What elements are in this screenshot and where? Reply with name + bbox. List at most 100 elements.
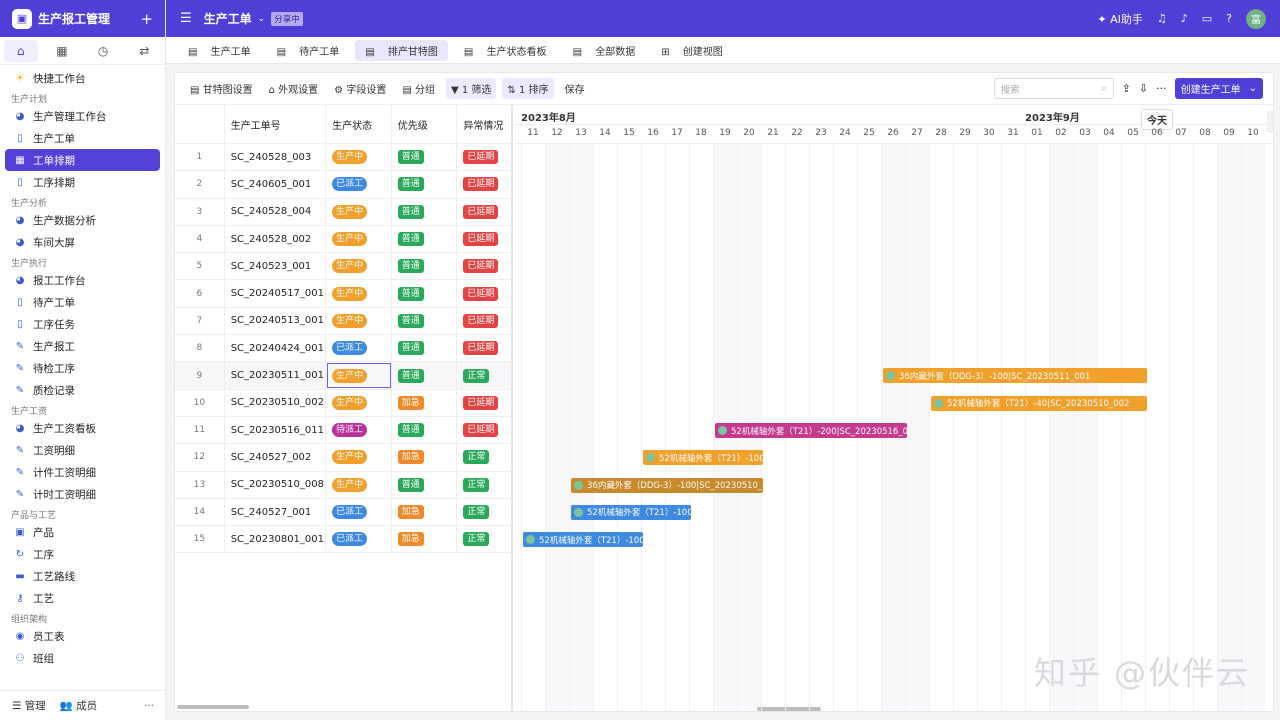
sidebar-item[interactable]: ◕ 车间大屏 xyxy=(5,231,160,253)
members-button[interactable]: 👥 成员 xyxy=(59,700,98,712)
more-icon[interactable]: ··· xyxy=(1156,82,1167,95)
status-cell[interactable]: 生产中 xyxy=(326,444,392,471)
exception-cell[interactable]: 已延期 xyxy=(457,144,511,170)
status-cell[interactable]: 生产中 xyxy=(326,225,392,253)
today-button[interactable]: 今天 xyxy=(1141,109,1173,130)
table-row[interactable]: 14 SC_240527_001 已派工 加急 正常 xyxy=(175,498,511,527)
more-icon[interactable]: ··· xyxy=(143,699,154,712)
exception-cell[interactable]: 正常 xyxy=(457,362,511,388)
order-number[interactable]: SC_240523_001 xyxy=(225,253,327,280)
add-icon[interactable]: + xyxy=(140,9,153,28)
search-icon[interactable]: ⌕ xyxy=(1101,83,1107,94)
exception-cell[interactable]: 已延期 xyxy=(457,308,511,334)
order-number[interactable]: SC_20240424_001 xyxy=(225,335,327,362)
order-number[interactable]: SC_240528_003 xyxy=(225,144,327,171)
priority-cell[interactable]: 普通 xyxy=(392,362,458,389)
gantt-settings-button[interactable]: ▤ 甘特图设置 xyxy=(190,85,253,96)
sidebar-item[interactable]: ✎ 生产报工 xyxy=(5,335,160,357)
download-icon[interactable]: ⇩ xyxy=(1138,82,1149,95)
avatar[interactable]: 富 xyxy=(1246,8,1266,29)
order-number[interactable]: SC_20230510_008 xyxy=(225,471,327,498)
col-header[interactable]: 优先级 xyxy=(392,105,458,143)
priority-cell[interactable]: 普通 xyxy=(392,471,458,498)
priority-cell[interactable]: 加急 xyxy=(392,526,458,553)
gantt-bar[interactable]: 52机械轴外套（T21）-40|SC_20230510_002 xyxy=(931,395,1147,411)
exception-cell[interactable]: 已延期 xyxy=(457,226,511,252)
table-row[interactable]: 7 SC_20240513_001 生产中 普通 已延期 xyxy=(175,307,511,336)
group-button[interactable]: ▤ 分组 xyxy=(402,85,435,96)
exception-cell[interactable]: 已延期 xyxy=(457,171,511,197)
sidebar-item[interactable]: ◕ 生产管理工作台 xyxy=(5,105,160,127)
sidebar-item[interactable]: ◉ 员工表 xyxy=(5,625,160,647)
view-tab[interactable]: ▤ 全部数据 xyxy=(563,40,646,61)
bell-icon[interactable]: ♪ xyxy=(1180,12,1188,25)
priority-cell[interactable]: 加急 xyxy=(392,498,458,526)
priority-cell[interactable]: 普通 xyxy=(392,416,458,444)
sidebar-item[interactable]: ▯ 工序排期 xyxy=(5,171,160,193)
priority-cell[interactable]: 普通 xyxy=(392,253,458,280)
inbox-icon[interactable]: ▭ xyxy=(1201,12,1213,25)
fields-button[interactable]: ⚙ 字段设置 xyxy=(334,85,387,96)
table-row[interactable]: 3 SC_240528_004 生产中 普通 已延期 xyxy=(175,198,511,226)
priority-cell[interactable]: 普通 xyxy=(392,280,458,307)
table-row[interactable]: 4 SC_240528_002 生产中 普通 已延期 xyxy=(175,225,511,254)
status-cell[interactable]: 待派工 xyxy=(326,416,392,444)
order-number[interactable]: SC_240528_002 xyxy=(225,225,327,253)
gantt-bar[interactable]: 52机械轴外套（T21）-100|SC_20230801_001 xyxy=(523,532,643,548)
priority-cell[interactable]: 普通 xyxy=(392,171,458,198)
status-cell[interactable]: 生产中 xyxy=(326,471,392,498)
table-row[interactable]: 13 SC_20230510_008 生产中 普通 正常 xyxy=(175,471,511,499)
col-header[interactable]: 生产工单号 xyxy=(225,105,327,143)
gantt-bar[interactable]: 52机械轴外套（T21）-100|SC_240527_002 xyxy=(643,450,763,466)
sidebar-item[interactable]: ✎ 工资明细 xyxy=(5,439,160,461)
ai-assistant-button[interactable]: ✦ AI助手 xyxy=(1097,12,1143,26)
sidebar-item[interactable]: ▯ 生产工单 xyxy=(5,127,160,149)
status-cell[interactable]: 生产中 xyxy=(326,144,392,171)
sort-button[interactable]: ⇅ 1 排序 xyxy=(502,78,554,99)
table-row[interactable]: 15 SC_20230801_001 已派工 加急 正常 xyxy=(175,526,511,554)
sidebar-item[interactable]: ▬ 工艺路线 xyxy=(5,565,160,587)
table-row[interactable]: 9 SC_20230511_001 生产中 普通 正常 xyxy=(175,362,511,390)
sidebar-item[interactable]: ✎ 待检工序 xyxy=(5,357,160,379)
priority-cell[interactable]: 加急 xyxy=(392,389,458,416)
page-title[interactable]: 生产工单 xyxy=(203,12,252,26)
exception-cell[interactable]: 已延期 xyxy=(457,280,511,306)
menu-icon[interactable]: ☰ xyxy=(180,11,192,26)
sidebar-item[interactable]: ↻ 工序 xyxy=(5,543,160,565)
exception-cell[interactable]: 已延期 xyxy=(457,253,511,279)
filter-button[interactable]: ▼ 1 筛选 xyxy=(445,78,497,99)
scale-option[interactable]: 年 xyxy=(1267,111,1273,130)
chevron-down-icon[interactable]: ⌄ xyxy=(1248,83,1257,94)
order-number[interactable]: SC_240528_004 xyxy=(225,198,327,225)
table-row[interactable]: 11 SC_20230516_011 待派工 普通 已延期 xyxy=(175,416,511,445)
sidebar-item[interactable]: ▯ 工序任务 xyxy=(5,313,160,335)
priority-cell[interactable]: 普通 xyxy=(392,225,458,253)
table-row[interactable]: 10 SC_20230510_002 生产中 加急 已延期 xyxy=(175,389,511,417)
status-cell[interactable]: 已派工 xyxy=(326,526,392,553)
order-number[interactable]: SC_20230511_001 xyxy=(225,362,327,389)
exception-cell[interactable]: 已延期 xyxy=(457,335,511,361)
exception-cell[interactable]: 正常 xyxy=(457,526,511,552)
gantt-bar[interactable]: 36内藏外套（DDG-3）-100|SC_20230511_001 xyxy=(883,368,1147,384)
flow-icon[interactable]: ⇄ xyxy=(139,43,150,58)
headset-icon[interactable]: ♫ xyxy=(1156,12,1167,25)
exception-cell[interactable]: 正常 xyxy=(457,499,511,525)
create-order-button[interactable]: 创建生产工单 ⌄ xyxy=(1174,78,1263,99)
table-row[interactable]: 6 SC_20240517_001 生产中 普通 已延期 xyxy=(175,280,511,308)
horizontal-scrollbar[interactable] xyxy=(757,707,821,711)
upload-icon[interactable]: ⇪ xyxy=(1121,82,1131,95)
status-cell[interactable]: 生产中 xyxy=(326,253,392,280)
view-tab[interactable]: ▤ 排产甘特图 xyxy=(355,39,448,61)
help-icon[interactable]: ? xyxy=(1226,12,1232,25)
order-number[interactable]: SC_20230801_001 xyxy=(225,526,327,553)
table-row[interactable]: 2 SC_240605_001 已派工 普通 已延期 xyxy=(175,171,511,199)
gantt-bar[interactable]: 36内藏外套（DDG-3）-100|SC_20230510_008 xyxy=(571,477,763,493)
table-icon[interactable]: ▦ xyxy=(56,43,68,58)
sidebar-item[interactable]: ✎ 质检记录 xyxy=(5,379,160,401)
priority-cell[interactable]: 加急 xyxy=(392,444,458,471)
order-number[interactable]: SC_240527_002 xyxy=(225,444,327,471)
sidebar-item[interactable]: ◕ 报工工作台 xyxy=(5,269,160,291)
sidebar-item[interactable]: ⚷ 工艺 xyxy=(5,587,160,609)
search-input[interactable]: 搜索 ⌕ xyxy=(993,78,1114,99)
col-header[interactable]: 异常情况 xyxy=(463,120,504,132)
